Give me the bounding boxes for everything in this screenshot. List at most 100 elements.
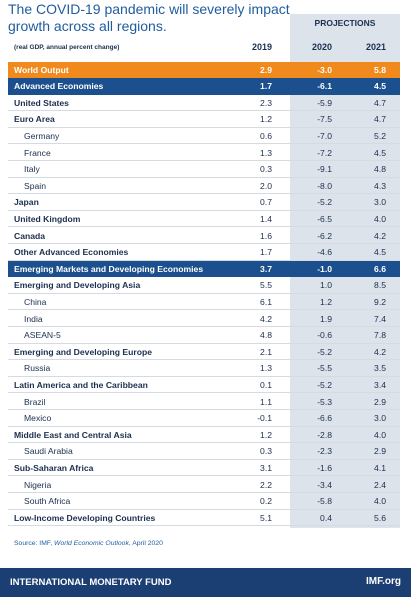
title-line: growth across all regions. (8, 18, 167, 34)
value-cell: 5.8 (374, 64, 386, 75)
value-cell: 2.0 (260, 180, 272, 191)
value-cell: -5.5 (317, 363, 332, 374)
value-cell: -2.3 (317, 446, 332, 457)
value-cell: 2.2 (260, 479, 272, 490)
value-cell: 9.2 (374, 296, 386, 307)
value-cell: 0.3 (260, 164, 272, 175)
value-cell: 5.2 (374, 130, 386, 141)
table-row: Other Advanced Economies 1.7 -4.6 4.5 (8, 244, 400, 261)
value-cell: 4.8 (374, 164, 386, 175)
title: The COVID-19 pandemic will severely impa… (8, 1, 338, 35)
table-row: United States 2.3 -5.9 4.7 (8, 95, 400, 112)
unit-note: (real GDP, annual percent change) (14, 44, 120, 51)
value-cell: -0.1 (257, 413, 272, 424)
row-label: China (24, 296, 47, 307)
value-cell: 2.9 (260, 64, 272, 75)
row-label: Emerging Markets and Developing Economie… (14, 263, 204, 274)
value-cell: 2.3 (260, 97, 272, 108)
value-cell: 1.6 (260, 230, 272, 241)
value-cell: 1.1 (260, 396, 272, 407)
value-cell: 8.5 (374, 280, 386, 291)
source-text: Source: IMF, (14, 540, 55, 547)
value-cell: 0.7 (260, 197, 272, 208)
value-cell: 4.7 (374, 97, 386, 108)
table-row: Emerging and Developing Europe 2.1 -5.2 4.2 (8, 344, 400, 361)
value-cell: -1.6 (317, 462, 332, 473)
row-label: Sub-Saharan Africa (14, 462, 94, 473)
footer-link[interactable]: IMF.org (366, 576, 401, 587)
row-label: Brazil (24, 396, 46, 407)
value-cell: 4.0 (374, 496, 386, 507)
value-cell: 1.4 (260, 213, 272, 224)
table-row: ASEAN-5 4.8 -0.6 7.8 (8, 327, 400, 344)
value-cell: -5.8 (317, 496, 332, 507)
value-cell: -0.6 (317, 330, 332, 341)
value-cell: 5.5 (260, 280, 272, 291)
row-label: South Africa (24, 496, 71, 507)
table-row: Saudi Arabia 0.3 -2.3 2.9 (8, 443, 400, 460)
value-cell: 2.1 (260, 346, 272, 357)
value-cell: 4.5 (374, 81, 386, 92)
value-cell: -6.2 (317, 230, 332, 241)
row-label: United States (14, 97, 69, 108)
value-cell: -5.3 (317, 396, 332, 407)
value-cell: 4.5 (374, 147, 386, 158)
value-cell: 3.4 (374, 379, 386, 390)
value-cell: 1.2 (260, 114, 272, 125)
value-cell: 1.7 (260, 81, 272, 92)
row-label: Emerging and Developing Asia (14, 280, 141, 291)
row-label: Japan (14, 197, 39, 208)
row-label: Nigeria (24, 479, 52, 490)
value-cell: 1.0 (320, 280, 332, 291)
value-cell: 7.8 (374, 330, 386, 341)
row-label: United Kingdom (14, 213, 81, 224)
table-row: Emerging Markets and Developing Economie… (8, 260, 400, 278)
title-line: The COVID-19 pandemic will severely impa… (8, 1, 290, 17)
table-row: Latin America and the Caribbean 0.1 -5.2 3.… (8, 377, 400, 394)
value-cell: 4.2 (260, 313, 272, 324)
table-row: Japan 0.7 -5.2 3.0 (8, 194, 400, 211)
value-cell: -4.6 (317, 247, 332, 258)
value-cell: 4.5 (374, 247, 386, 258)
value-cell: 4.3 (374, 180, 386, 191)
footer (0, 568, 411, 597)
row-label: Saudi Arabia (24, 446, 73, 457)
row-label: Emerging and Developing Europe (14, 346, 152, 357)
value-cell: 4.2 (374, 346, 386, 357)
table-row: Advanced Economies 1.7 -6.1 4.5 (8, 78, 400, 95)
row-label: Low-Income Developing Countries (14, 512, 156, 523)
table-row: Nigeria 2.2 -3.4 2.4 (8, 477, 400, 494)
table-row: Canada 1.6 -6.2 4.2 (8, 228, 400, 245)
table-row: Germany 0.6 -7.0 5.2 (8, 128, 400, 145)
value-cell: -7.0 (317, 130, 332, 141)
value-cell: -7.2 (317, 147, 332, 158)
row-label: Mexico (24, 413, 52, 424)
value-cell: -8.0 (317, 180, 332, 191)
row-label: Latin America and the Caribbean (14, 379, 148, 390)
group-header: PROJECTIONS (314, 18, 376, 28)
row-label: World Output (14, 64, 69, 75)
value-cell: -1.0 (317, 263, 332, 274)
source-publication: World Economic Outlook (54, 540, 129, 547)
table-row: Euro Area 1.2 -7.5 4.7 (8, 111, 400, 128)
row-label: Euro Area (14, 114, 55, 125)
table-row: Sub-Saharan Africa 3.1 -1.6 4.1 (8, 460, 400, 477)
row-label: ASEAN-5 (24, 330, 61, 341)
value-cell: -6.1 (317, 81, 332, 92)
value-cell: -6.5 (317, 213, 332, 224)
value-cell: -3.0 (317, 64, 332, 75)
value-cell: 0.3 (260, 446, 272, 457)
table-row: Middle East and Central Asia 1.2 -2.8 4.0 (8, 427, 400, 444)
table-row: Italy 0.3 -9.1 4.8 (8, 161, 400, 178)
row-label: France (24, 147, 51, 158)
value-cell: 3.0 (374, 413, 386, 424)
value-cell: 1.2 (260, 429, 272, 440)
row-label: Russia (24, 363, 51, 374)
value-cell: 4.2 (374, 230, 386, 241)
value-cell: 2.4 (374, 479, 386, 490)
table-row: United Kingdom 1.4 -6.5 4.0 (8, 211, 400, 228)
value-cell: 3.0 (374, 197, 386, 208)
table-row: Russia 1.3 -5.5 3.5 (8, 360, 400, 377)
table-row: World Output 2.9 -3.0 5.8 (8, 61, 400, 79)
table-row: Mexico -0.1 -6.6 3.0 (8, 410, 400, 427)
